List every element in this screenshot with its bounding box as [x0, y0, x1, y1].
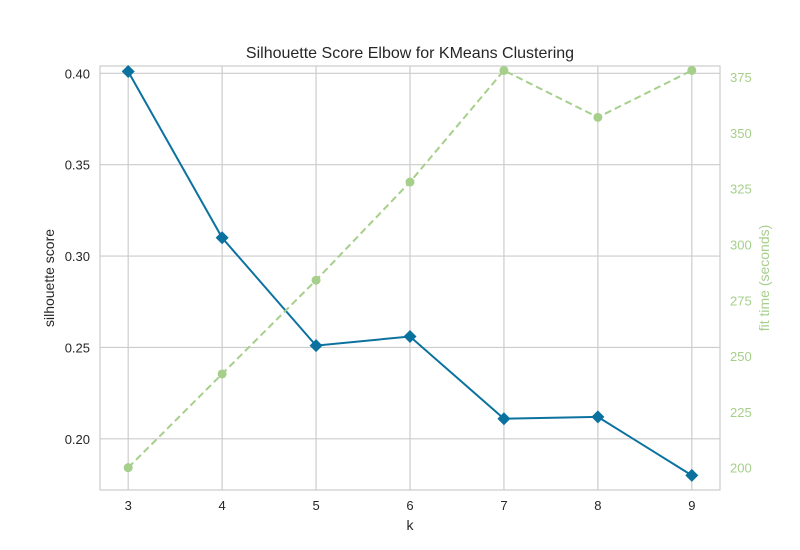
y2-tick-label: 250: [730, 349, 752, 364]
data-point-marker: [309, 339, 323, 353]
data-point-marker: [311, 275, 321, 285]
data-point-marker: [121, 64, 135, 78]
y2-axis-label: fit time (seconds): [756, 225, 772, 332]
data-point-marker: [593, 112, 603, 122]
plot-frame: [99, 65, 721, 491]
fit-time-series: [123, 65, 697, 473]
data-point-marker: [687, 65, 697, 75]
y-tick-label: 0.20: [65, 432, 90, 447]
data-point-marker: [405, 177, 415, 187]
y-tick-label: 0.25: [65, 340, 90, 355]
data-point-marker: [499, 65, 509, 75]
y2-tick-label: 275: [730, 293, 752, 308]
data-point-marker: [215, 231, 229, 245]
y-axis-label: silhouette score: [41, 229, 57, 327]
y2-tick-label: 300: [730, 238, 752, 253]
x-tick-label: 3: [125, 498, 132, 513]
x-tick-label: 8: [594, 498, 601, 513]
data-point-marker: [591, 410, 605, 424]
x-axis-label: k: [407, 517, 415, 533]
data-point-marker: [123, 463, 133, 473]
y2-tick-label: 225: [730, 405, 752, 420]
x-tick-label: 7: [500, 498, 507, 513]
data-point-marker: [497, 412, 511, 426]
x-tick-label: 9: [688, 498, 695, 513]
series: [121, 64, 699, 482]
y2-tick-label: 325: [730, 182, 752, 197]
x-tick-label: 6: [406, 498, 413, 513]
y2-tick-label: 200: [730, 461, 752, 476]
axes: 3 4 5 6 7 8 9 0.20 0.25 0.30 0.35 0.40 200 225 250 275 3…: [65, 66, 752, 513]
grid-lines: [100, 66, 720, 490]
y-tick-label: 0.40: [65, 66, 90, 81]
y2-tick-label: 375: [730, 70, 752, 85]
data-point-marker: [403, 329, 417, 343]
data-point-marker: [217, 369, 227, 379]
data-point-marker: [685, 468, 699, 482]
y-tick-label: 0.30: [65, 249, 90, 264]
x-tick-label: 4: [219, 498, 226, 513]
y-tick-label: 0.35: [65, 158, 90, 173]
silhouette-score-series: [121, 64, 699, 482]
chart-title: Silhouette Score Elbow for KMeans Cluste…: [246, 45, 574, 62]
x-tick-label: 5: [312, 498, 319, 513]
y2-tick-label: 350: [730, 126, 752, 141]
